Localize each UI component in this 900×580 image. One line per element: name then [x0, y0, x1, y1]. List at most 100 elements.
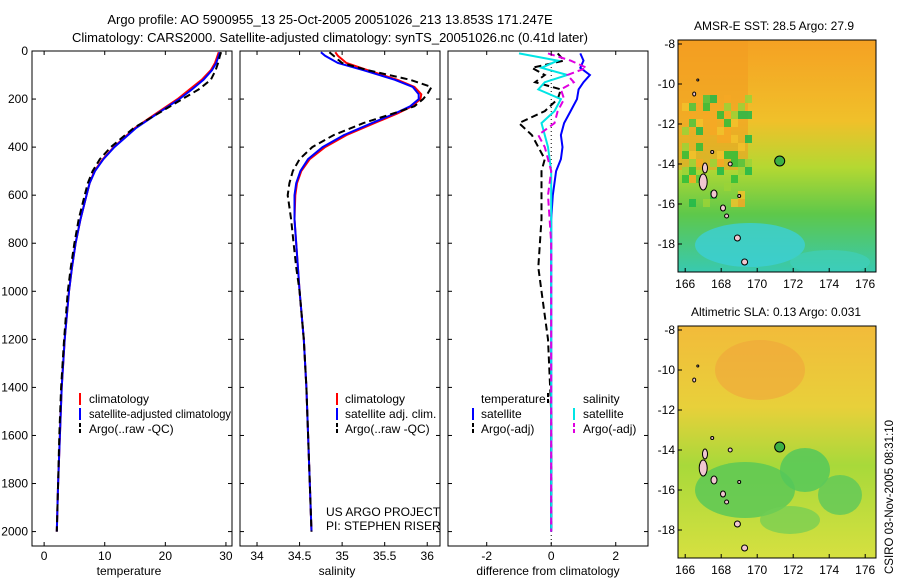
- series-line-argo-raw-qc-: [55, 51, 223, 532]
- sla-map-title: Altimetric SLA: 0.13 Argo: 0.031: [691, 305, 861, 319]
- map-y-tick-label: -14: [658, 443, 676, 457]
- project-annotation: US ARGO PROJECT: [326, 505, 441, 519]
- x-tick-label: 34.5: [288, 549, 312, 563]
- depth-tick-label: 1200: [1, 332, 28, 346]
- temperature-plot: [55, 51, 223, 532]
- sst-pixel-cell: [745, 95, 752, 103]
- sst-pixel-cells: [682, 95, 752, 207]
- sst-pixel-cell: [682, 151, 689, 159]
- island-shape: [702, 162, 708, 174]
- difference-xlabel: difference from climatology: [476, 564, 619, 578]
- sst-pixel-cell: [689, 159, 696, 167]
- island-shape: [710, 436, 715, 440]
- sst-pixel-cell: [724, 119, 731, 127]
- depth-tick-label: 1800: [1, 477, 28, 491]
- legend-label-argo: Argo(..raw -QC): [345, 422, 430, 436]
- salinity-plot: [286, 51, 433, 532]
- sst-pixel-cell: [724, 95, 731, 103]
- sst-pixel-cell: [689, 103, 696, 111]
- sst-pixel-cell: [731, 175, 738, 183]
- sst-pixel-cell: [717, 151, 724, 159]
- legend-label-sal-satellite: satellite: [583, 407, 624, 421]
- sla-low-patch: [695, 462, 795, 518]
- temperature-axes-frame: [31, 50, 233, 547]
- legend-label-temp-satellite: satellite: [481, 407, 522, 421]
- sst-pixel-cell: [717, 135, 724, 143]
- sla-map-axes: 166 168 170 172 174 176 -8 -10 -12 -14 -16 -18: [658, 323, 876, 577]
- salinity-legend: climatology satellite adj. clim. Argo(..…: [336, 392, 436, 436]
- sst-pixel-cell: [745, 111, 752, 119]
- sst-map-frame: [677, 39, 877, 273]
- map-y-tick-label: -16: [658, 197, 676, 211]
- figure-title-line1: Argo profile: AO 5900955_13 25-Oct-2005 …: [107, 12, 553, 27]
- sst-map-axes: 166 168 170 172 174 176 -8 -10 -12 -14 -16 -18: [658, 37, 876, 291]
- map-y-tick-label: -10: [658, 363, 676, 377]
- x-tick-label: 35: [335, 549, 349, 563]
- x-tick-label: 20: [159, 549, 173, 563]
- legend-label-climatology: climatology: [89, 392, 149, 406]
- x-tick-label: 2: [612, 549, 619, 563]
- island-shape: [696, 364, 700, 368]
- depth-tick-label: 800: [8, 236, 28, 250]
- sst-pixel-cell: [696, 95, 703, 103]
- sst-pixel-cell: [717, 111, 724, 119]
- map-y-tick-label: -8: [664, 37, 675, 51]
- island-shape: [710, 475, 718, 485]
- sst-pixel-cell: [738, 143, 745, 151]
- depth-tick-label: 1000: [1, 284, 28, 298]
- legend-header-temperature: temperature: [481, 392, 546, 406]
- sst-pixel-cell: [682, 143, 689, 151]
- map-x-tick-label: 168: [711, 277, 731, 291]
- sla-high-patch: [715, 340, 805, 400]
- sst-pixel-cell: [689, 175, 696, 183]
- island-shape: [720, 204, 726, 212]
- sla-low-patch-4: [760, 506, 820, 534]
- sst-pixel-cell: [703, 199, 710, 207]
- depth-tick-label: 1600: [1, 428, 28, 442]
- sst-pixel-cell: [696, 119, 703, 127]
- sst-pixel-cell: [731, 199, 738, 207]
- x-tick-label: 35.5: [373, 549, 397, 563]
- sst-pixel-cell: [689, 111, 696, 119]
- sst-pixel-cell: [731, 119, 738, 127]
- series-line-climatology: [55, 51, 220, 532]
- island-shape: [741, 258, 749, 266]
- sst-pixel-cell: [717, 159, 724, 167]
- island-shape: [702, 448, 708, 460]
- temperature-xlabel: temperature: [97, 564, 162, 578]
- sst-pixel-cell: [731, 151, 738, 159]
- sst-cool-patch: [695, 223, 805, 267]
- sst-pixel-cell: [710, 119, 717, 127]
- x-tick-label: 34: [250, 549, 264, 563]
- legend-label-temp-argo: Argo(-adj): [481, 422, 534, 436]
- island-shape: [724, 499, 730, 505]
- sst-map-title: AMSR-E SST: 28.5 Argo: 27.9: [694, 19, 854, 33]
- x-axes-ticks: 0 10 20 30 34 34.5 35 35.5 36 -2 0 2: [41, 51, 619, 563]
- island-shape: [698, 459, 708, 477]
- sst-pixel-cell: [717, 167, 724, 175]
- sst-pixel-cell: [724, 151, 731, 159]
- map-y-tick-label: -10: [658, 77, 676, 91]
- x-tick-label: 30: [219, 549, 233, 563]
- sst-cool-patch-2: [790, 250, 870, 272]
- island-shape: [692, 377, 697, 383]
- island-shape: [720, 490, 726, 498]
- sst-pixel-cell: [682, 167, 689, 175]
- island-shape: [727, 161, 733, 167]
- sst-pixel-cell: [745, 135, 752, 143]
- map-x-tick-label: 174: [819, 563, 839, 577]
- sst-pixel-cell: [717, 127, 724, 135]
- map-y-tick-label: -14: [658, 157, 676, 171]
- sst-pixel-cell: [696, 159, 703, 167]
- legend-label-argo: Argo(..raw -QC): [89, 422, 174, 436]
- series-line-salinity-satellite: [518, 52, 571, 532]
- sst-pixel-cell: [738, 167, 745, 175]
- sla-low-patch-3: [818, 475, 862, 515]
- difference-axes-frame: [447, 50, 649, 547]
- sst-pixel-cell: [710, 127, 717, 135]
- depth-tick-label: 1400: [1, 380, 28, 394]
- salinity-xlabel: salinity: [319, 564, 356, 578]
- sst-pixel-cell: [724, 127, 731, 135]
- map-y-tick-label: -18: [658, 523, 676, 537]
